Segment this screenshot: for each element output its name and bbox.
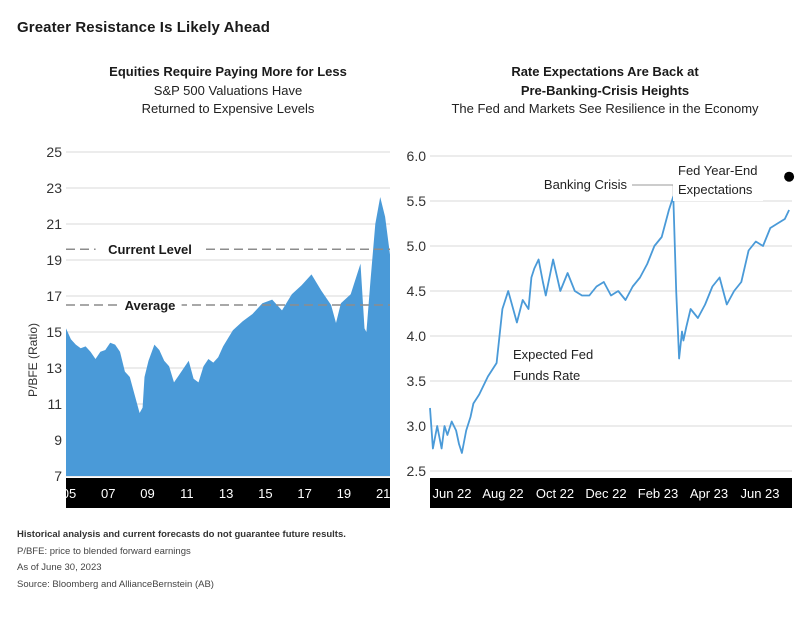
- left-y-tick-label: 9: [54, 432, 62, 448]
- left-chart-y-ticks: 25 23 21 19 17 15 13 11 9 7: [46, 144, 62, 484]
- footnote-disclaimer: Historical analysis and current forecast…: [17, 529, 346, 540]
- right-y-tick-label: 5.5: [407, 193, 427, 209]
- right-y-tick-label: 3.0: [407, 418, 427, 434]
- fed-year-end-label-line1: Fed Year-End: [678, 163, 758, 178]
- right-y-tick-label: 5.0: [407, 238, 427, 254]
- reference-label-0: Current Level: [108, 242, 192, 257]
- left-y-tick-label: 21: [46, 216, 62, 232]
- right-x-tick-label: Oct 22: [536, 486, 574, 501]
- right-y-tick-label: 3.5: [407, 373, 427, 389]
- left-x-tick-label: 05: [62, 486, 76, 501]
- reference-label-bg-0: [95, 241, 205, 258]
- right-chart: 6.0 5.5 5.0 4.5 4.0 3.5 3.0 2.5 Banking Crisis F…: [407, 148, 795, 508]
- right-chart-title-line1: Rate Expectations Are Back at: [511, 64, 699, 79]
- right-chart-title-line2: Pre-Banking-Crisis Heights: [520, 83, 690, 98]
- left-x-tick-label: 07: [101, 486, 115, 501]
- left-y-tick-label: 19: [46, 252, 62, 268]
- right-chart-x-ticks: Jun 22 Aug 22 Oct 22 Dec 22 Feb 23 Apr 23 Jun …: [432, 486, 779, 501]
- left-chart-subtitle-line2: Returned to Expensive Levels: [141, 101, 315, 116]
- reference-label-bg-1: [118, 297, 182, 313]
- left-y-tick-label: 13: [46, 360, 62, 376]
- left-chart-subtitle-line1: S&P 500 Valuations Have: [153, 83, 303, 98]
- footnotes: Historical analysis and current forecast…: [17, 527, 346, 593]
- left-x-tick-label: 17: [297, 486, 311, 501]
- left-chart-x-axis-band: [66, 478, 390, 508]
- banking-crisis-label: Banking Crisis: [544, 177, 628, 192]
- footnote-definition: P/BFE: price to blended forward earnings: [17, 545, 191, 557]
- right-chart-x-axis-band: [430, 478, 792, 508]
- left-x-tick-label: 15: [258, 486, 272, 501]
- expected-fed-funds-label-line2: Funds Rate: [513, 368, 580, 383]
- left-x-tick-label: 19: [337, 486, 351, 501]
- left-x-tick-label: 11: [180, 486, 194, 501]
- footnote-source: Source: Bloomberg and AllianceBernstein …: [17, 578, 214, 590]
- right-chart-line: [429, 195, 790, 454]
- right-y-tick-label: 6.0: [407, 148, 427, 164]
- left-chart-reference-lines: Current Level Average: [66, 241, 390, 313]
- right-y-tick-label: 2.5: [407, 463, 427, 479]
- left-y-tick-label: 15: [46, 324, 62, 340]
- left-chart-y-axis-label: P/BFE (Ratio): [26, 323, 40, 397]
- right-y-tick-label: 4.5: [407, 283, 427, 299]
- left-y-tick-label: 23: [46, 180, 62, 196]
- left-chart-title: Equities Require Paying More for Less: [109, 64, 347, 79]
- right-chart-grid: [430, 155, 792, 472]
- right-chart-subtitle: The Fed and Markets See Resilience in th…: [451, 101, 759, 116]
- fed-year-end-marker: [784, 171, 795, 182]
- right-x-tick-label: Jun 22: [432, 486, 471, 501]
- left-x-tick-label: 21: [376, 486, 390, 501]
- right-x-tick-label: Feb 23: [638, 486, 678, 501]
- left-y-tick-label: 17: [46, 288, 62, 304]
- footnote-asof: As of June 30, 2023: [17, 562, 102, 573]
- left-y-tick-label: 7: [54, 468, 62, 484]
- expected-fed-funds-label-line1: Expected Fed: [513, 347, 593, 362]
- right-y-tick-label: 4.0: [407, 328, 427, 344]
- right-chart-y-ticks: 6.0 5.5 5.0 4.5 4.0 3.5 3.0 2.5: [407, 148, 427, 479]
- left-chart-area: [66, 197, 390, 476]
- left-y-tick-label: 11: [47, 396, 62, 412]
- right-x-tick-label: Jun 23: [740, 486, 779, 501]
- main-title: Greater Resistance Is Likely Ahead: [17, 19, 270, 36]
- left-chart-x-ticks: 05 07 09 11 13 15 17 19 21: [62, 486, 391, 501]
- fed-year-end-label-bg: [673, 157, 763, 201]
- left-x-tick-label: 13: [219, 486, 233, 501]
- reference-label-1: Average: [125, 298, 176, 313]
- fed-year-end-label-line2: Expectations: [678, 182, 753, 197]
- right-chart-annotations: Banking Crisis Fed Year-End Expectations Ex…: [513, 157, 795, 383]
- right-x-tick-label: Dec 22: [585, 486, 626, 501]
- left-y-tick-label: 25: [46, 144, 62, 160]
- right-x-tick-label: Aug 22: [482, 486, 523, 501]
- right-x-tick-label: Apr 23: [690, 486, 728, 501]
- left-x-tick-label: 09: [140, 486, 154, 501]
